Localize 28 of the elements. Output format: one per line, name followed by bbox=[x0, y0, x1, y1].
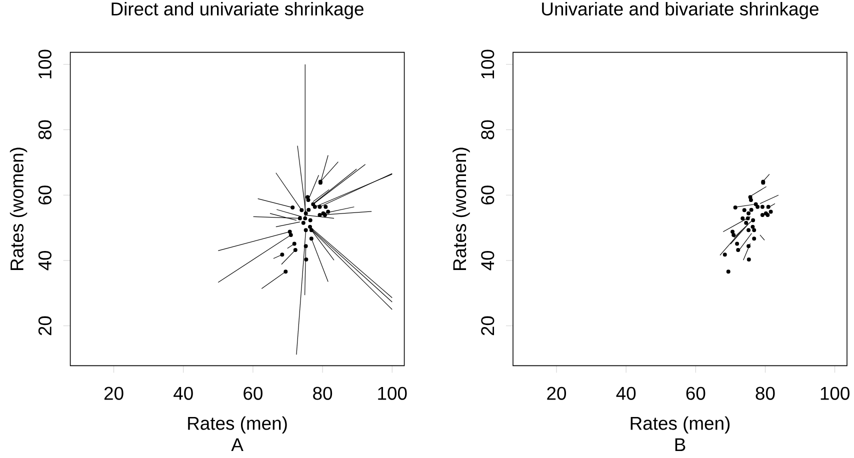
y-tick-label: 100 bbox=[38, 50, 52, 78]
chart-title: Direct and univariate shrinkage bbox=[112, 2, 364, 20]
y-axis-title: Rates (women) bbox=[452, 148, 470, 270]
y-tick-label: 80 bbox=[38, 120, 52, 140]
x-tick-label: 20 bbox=[104, 386, 124, 400]
y-tick-label: 40 bbox=[38, 250, 52, 270]
y-tick-label: 60 bbox=[38, 186, 52, 204]
x-tick-label: 40 bbox=[174, 386, 193, 400]
y-tick-label: 100 bbox=[481, 50, 494, 78]
y-tick-label: 40 bbox=[481, 250, 494, 270]
x-tick-label: 20 bbox=[547, 386, 566, 400]
text: A bbox=[231, 438, 244, 451]
x-axis-title: Rates (men) bbox=[630, 416, 730, 434]
x-tick-label: 80 bbox=[756, 386, 775, 400]
y-tick-label: 20 bbox=[38, 316, 52, 336]
x-tick-label: 80 bbox=[313, 386, 332, 400]
chart-title: Univariate and bivariate shrinkage bbox=[542, 2, 818, 20]
x-tick-label: 60 bbox=[686, 386, 706, 400]
text: B bbox=[675, 438, 686, 451]
x-tick-label: 60 bbox=[244, 386, 262, 400]
y-tick-label: 60 bbox=[481, 186, 494, 204]
y-tick-label: 80 bbox=[481, 120, 494, 140]
x-tick-label: 40 bbox=[616, 386, 636, 400]
x-tick-label: 100 bbox=[378, 386, 407, 400]
x-axis-title: Rates (men) bbox=[188, 416, 287, 434]
y-axis-title: Rates (women) bbox=[10, 148, 28, 270]
y-tick-label: 20 bbox=[481, 316, 494, 336]
x-tick-label: 100 bbox=[820, 386, 850, 400]
